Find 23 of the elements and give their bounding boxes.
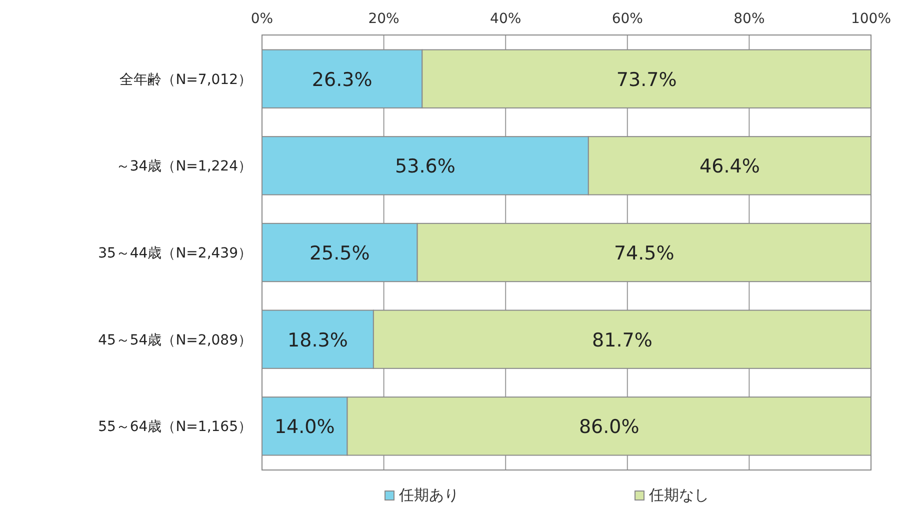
legend-label: 任期なし xyxy=(648,486,709,504)
data-label: 86.0% xyxy=(578,416,640,438)
data-label: 73.7% xyxy=(616,68,677,91)
x-tick-label: 60% xyxy=(612,11,643,27)
data-label: 25.5% xyxy=(309,242,370,264)
data-label: 74.5% xyxy=(614,242,674,264)
data-label: 81.7% xyxy=(592,329,652,352)
data-label: 14.0% xyxy=(274,416,335,438)
y-tick-label: 全年齢（N=7,012） xyxy=(120,72,252,88)
y-tick-label: ～34歳（N=1,224） xyxy=(116,158,252,175)
data-label: 26.3% xyxy=(312,68,372,91)
x-tick-label: 80% xyxy=(734,11,765,27)
data-label: 46.4% xyxy=(700,156,760,178)
legend-label: 任期あり xyxy=(398,486,459,504)
x-tick-label: 40% xyxy=(490,11,522,27)
x-tick-label: 0% xyxy=(250,11,274,27)
data-label: 18.3% xyxy=(288,329,348,352)
data-label: 53.6% xyxy=(395,156,456,178)
y-tick-label: 55～64歳（N=1,165） xyxy=(98,419,252,436)
y-tick-label: 45～54歳（N=2,089） xyxy=(98,332,252,348)
y-tick-label: 35～44歳（N=2,439） xyxy=(98,246,252,262)
x-tick-label: 20% xyxy=(368,11,400,27)
x-tick-label: 100% xyxy=(850,11,892,27)
